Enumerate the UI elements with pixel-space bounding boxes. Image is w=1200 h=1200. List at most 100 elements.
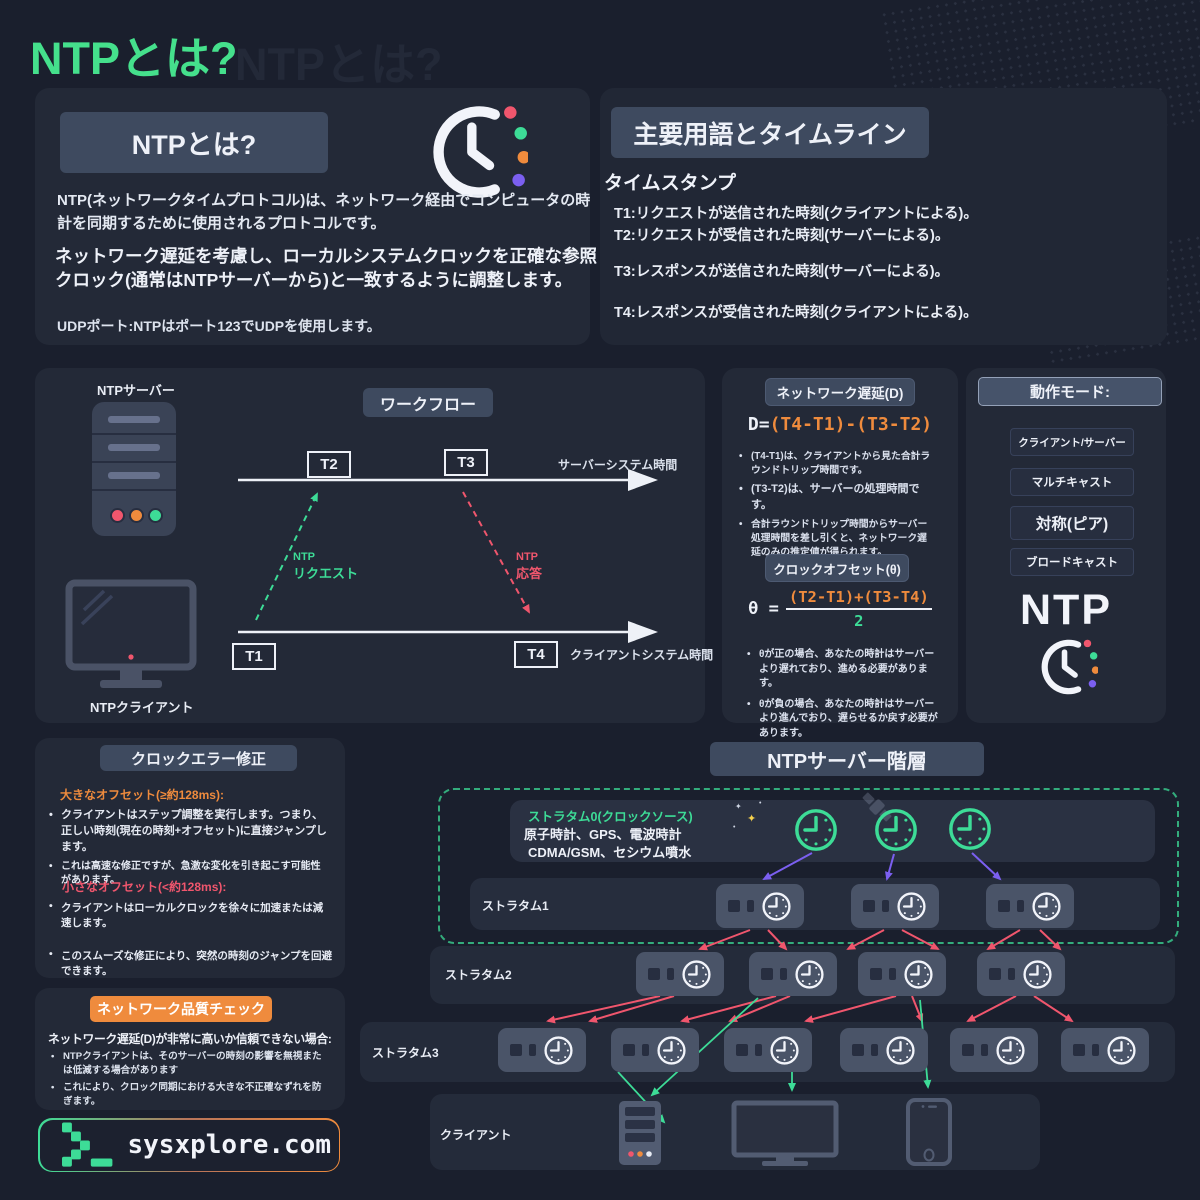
clock-icon xyxy=(424,100,528,204)
terminal-prompt-icon xyxy=(61,1122,112,1167)
brand-name: sysxplore.com xyxy=(127,1130,332,1160)
mode-symmetric-peer: 対称(ピア) xyxy=(1010,506,1134,540)
delay-formula: D=(T4-T1)-(T3-T2) xyxy=(722,414,958,435)
server-clock-icon xyxy=(769,1035,800,1066)
intro-paragraph-1: NTP(ネットワークタイムプロトコル)は、ネットワーク経由でコンピュータの時計を… xyxy=(57,192,591,232)
ntp-logo-clock-icon xyxy=(1036,636,1098,698)
stratum3-server-3 xyxy=(724,1028,812,1072)
terms-subheading: タイムスタンプ xyxy=(604,173,737,194)
large-offset-heading: 大きなオフセット(≥約128ms): xyxy=(60,788,224,802)
terms-heading-chip: 主要用語とタイムライン xyxy=(611,107,929,158)
delay-bullet-2: (T3-T2)は、サーバーの処理時間です。 xyxy=(738,482,934,513)
stratum0-clock-icon-2 xyxy=(873,807,919,853)
stratum3-server-2 xyxy=(611,1028,699,1072)
server-clock-icon xyxy=(656,1035,687,1066)
delay-bullets: (T4-T1)は、クライアントから見た合計ラウンドトリップ時間です。 (T3-T… xyxy=(738,450,934,559)
monitor-icon xyxy=(65,579,197,688)
delay-formula-lhs: D= xyxy=(747,414,770,435)
server-clock-icon xyxy=(794,959,825,990)
quality-intro: ネットワーク遅延(D)が非常に高いか信頼できない場合: xyxy=(48,1032,332,1046)
response-label-line1: NTP xyxy=(516,551,538,563)
terms-heading: 主要用語とタイムライン xyxy=(633,120,907,149)
server-clock-icon xyxy=(681,959,712,990)
term-t1: T1:リクエストが送信された時刻(クライアントによる)。 xyxy=(614,206,978,222)
quality-bullet-1: NTPクライアントは、そのサーバーの時刻の影響を無視または低減する場合があります xyxy=(50,1050,322,1079)
ntp-wordmark: NTP xyxy=(1020,586,1112,634)
client-tower-icon xyxy=(619,1101,661,1165)
stratum2-server-2 xyxy=(749,952,837,996)
hierarchy-heading: NTPサーバー階層 xyxy=(767,750,927,773)
server-clock-icon xyxy=(1022,959,1053,990)
stratum0-title: ストラタム0(クロックソース) xyxy=(528,810,693,824)
mode-client-server: クライアント/サーバー xyxy=(1010,428,1134,456)
stratum0-line2: CDMA/GSM、セシウム噴水 xyxy=(528,845,692,860)
stratum0-clock-icon-3 xyxy=(947,806,993,852)
server-clock-icon xyxy=(885,1035,916,1066)
brand-badge: sysxplore.com xyxy=(38,1118,340,1172)
offset-bullet-1: θが正の場合、あなたの時計はサーバーより遅れており、進める必要があります。 xyxy=(746,648,938,692)
stratum2-server-4 xyxy=(977,952,1065,996)
mode-broadcast: ブロードキャスト xyxy=(1010,548,1134,576)
modes-heading-chip: 動作モード: xyxy=(978,377,1162,406)
client-axis-label: クライアントシステム時間 xyxy=(570,648,714,662)
client-phone-icon xyxy=(906,1098,952,1166)
large-offset-bullet-2: これは高速な修正ですが、急激な変化を引き起こす可能性があります。 xyxy=(48,860,328,889)
offset-numerator: (T2-T1)+(T3-T4) xyxy=(785,588,932,610)
stratum2-server-3 xyxy=(858,952,946,996)
correction-heading: クロックエラー修正 xyxy=(130,750,266,768)
request-arrow-label: NTP リクエスト xyxy=(293,551,358,582)
stratum2-server-1 xyxy=(636,952,724,996)
server-clock-icon xyxy=(896,891,927,922)
stratum1-label: ストラタム1 xyxy=(482,899,549,913)
stratum0-row xyxy=(510,800,1155,862)
stratum1-server-1 xyxy=(716,884,804,928)
intro-heading-chip: NTPとは? xyxy=(60,112,328,173)
small-offset-heading: 小さなオフセット(<約128ms): xyxy=(62,880,227,894)
quality-heading: ネットワーク品質チェック xyxy=(97,1001,265,1017)
server-clock-icon xyxy=(995,1035,1026,1066)
delay-heading-chip: ネットワーク遅延(D) xyxy=(765,378,915,406)
intro-paragraph-2: ネットワーク遅延を考慮し、ローカルシステムクロックを正確な参照クロック(通常はN… xyxy=(55,246,597,291)
quality-bullets: NTPクライアントは、そのサーバーの時刻の影響を無視または低減する場合があります… xyxy=(50,1050,322,1110)
delay-formula-rhs: (T4-T1)-(T3-T2) xyxy=(769,414,933,435)
stratum1-server-3 xyxy=(986,884,1074,928)
response-arrow-label: NTP 応答 xyxy=(516,551,542,582)
server-clock-icon xyxy=(1031,891,1062,922)
mode-multicast: マルチキャスト xyxy=(1010,468,1134,496)
term-t2: T2:リクエストが受信された時刻(サーバーによる)。 xyxy=(614,228,950,244)
workflow-heading-chip: ワークフロー xyxy=(363,388,493,417)
large-offset-bullets: クライアントはステップ調整を実行します。つまり、正しい時刻(現在の時刻+オフセッ… xyxy=(48,808,328,889)
server-led-red xyxy=(110,508,125,523)
offset-heading-chip: クロックオフセット(θ) xyxy=(765,554,909,582)
server-clock-icon xyxy=(903,959,934,990)
title-ghost: NTPとは? xyxy=(235,39,443,90)
server-led-orange xyxy=(129,508,144,523)
t2-chip: T2 xyxy=(307,451,351,478)
stars-decoration: ✦ ✦ • • xyxy=(733,800,762,831)
page-title: NTPとは? xyxy=(30,33,238,84)
stratum0-line1: 原子時計、GPS、電波時計 xyxy=(524,827,682,842)
server-axis-label: サーバーシステム時間 xyxy=(558,458,678,472)
ntp-client-label: NTPクライアント xyxy=(90,700,194,715)
offset-formula-lhs: θ = xyxy=(748,599,779,619)
delay-bullet-3: 合計ラウンドトリップ時間からサーバー処理時間を差し引くと、ネットワーク遅延のみの… xyxy=(738,518,934,559)
workflow-heading: ワークフロー xyxy=(379,396,476,414)
clients-label: クライアント xyxy=(440,1128,512,1142)
large-offset-bullet-1: クライアントはステップ調整を実行します。つまり、正しい時刻(現在の時刻+オフセッ… xyxy=(48,808,328,856)
stratum3-server-6 xyxy=(1061,1028,1149,1072)
client-monitor-icon xyxy=(731,1100,839,1166)
stratum0-clock-icon-1 xyxy=(793,807,839,853)
stratum1-server-2 xyxy=(851,884,939,928)
small-offset-bullet-1: クライアントはローカルクロックを徐々に加速または減速します。 xyxy=(48,900,333,930)
term-t3: T3:レスポンスが送信された時刻(サーバーによる)。 xyxy=(614,264,950,280)
stratum3-label: ストラタム3 xyxy=(372,1046,439,1060)
server-clock-icon xyxy=(1106,1035,1137,1066)
stratum0-1-container xyxy=(438,788,1179,944)
delay-heading: ネットワーク遅延(D) xyxy=(776,386,904,401)
offset-bullets: θが正の場合、あなたの時計はサーバーより遅れており、進める必要があります。 θが… xyxy=(746,648,938,741)
stratum2-label: ストラタム2 xyxy=(445,968,512,982)
server-tower-icon xyxy=(92,402,176,536)
response-label-line2: 応答 xyxy=(516,566,543,581)
small-offset-bullets: クライアントはローカルクロックを徐々に加速または減速します。 このスムーズな修正… xyxy=(48,900,333,978)
t3-chip: T3 xyxy=(444,449,488,476)
